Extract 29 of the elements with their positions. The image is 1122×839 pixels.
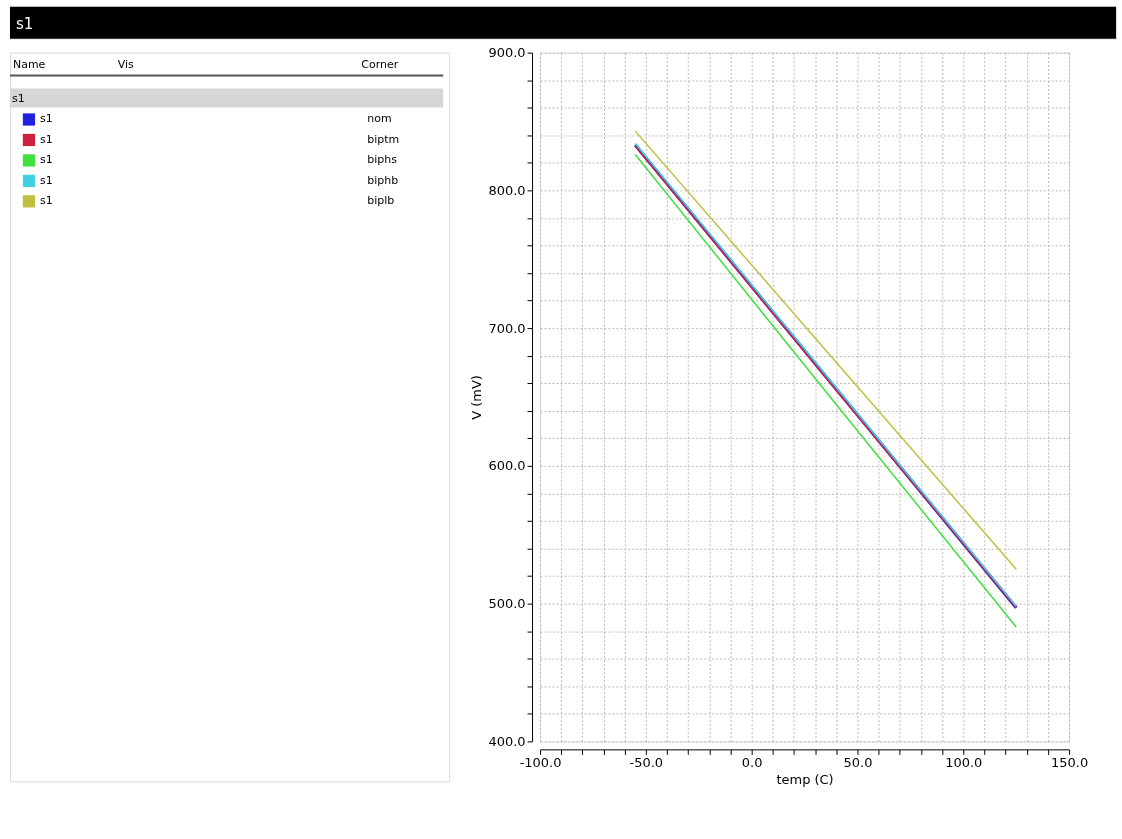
text: biplb <box>367 194 395 208</box>
y-tick-label: 700.0 <box>488 320 526 336</box>
y-tick-label: 500.0 <box>488 596 526 612</box>
x-tick-label: 150.0 <box>1051 754 1089 770</box>
y-tick-label: 400.0 <box>488 733 526 749</box>
x-tick-label: 100.0 <box>945 754 983 770</box>
text: biphb <box>367 173 399 187</box>
y-tick-label: 900.0 <box>488 45 526 61</box>
y-axis-title: V (mV) <box>469 375 485 420</box>
legend-label: s1 <box>39 173 53 187</box>
text: biphs <box>367 153 398 167</box>
text: s1 <box>11 91 25 105</box>
text: s1 <box>15 14 34 33</box>
text: Corner <box>361 57 399 71</box>
text: biptm <box>367 132 400 146</box>
legend-label: s1 <box>39 153 53 167</box>
x-tick-label: 0.0 <box>741 754 763 770</box>
x-axis-title: temp (C) <box>776 771 834 787</box>
text: Vis <box>117 57 135 71</box>
legend-label: s1 <box>39 112 53 126</box>
legend-label: s1 <box>39 194 53 208</box>
y-tick-label: 800.0 <box>488 182 526 198</box>
x-tick-label: -100.0 <box>519 754 562 770</box>
x-tick-label: 50.0 <box>843 754 873 770</box>
legend-label: s1 <box>39 132 53 146</box>
text: Name <box>12 57 46 71</box>
y-tick-label: 600.0 <box>488 458 526 474</box>
text: nom <box>367 112 392 126</box>
x-tick-label: -50.0 <box>629 754 664 770</box>
